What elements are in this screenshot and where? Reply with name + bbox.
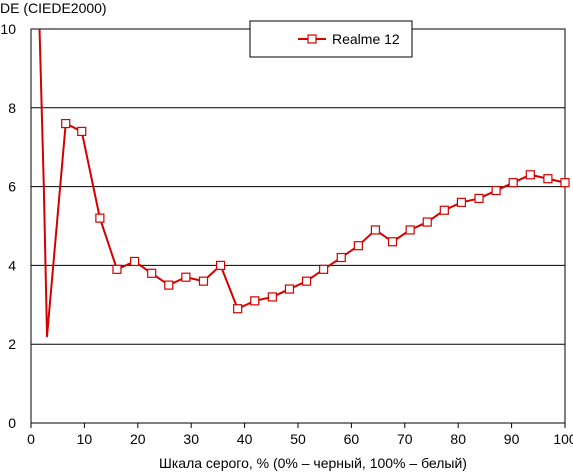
data-point-marker	[233, 304, 243, 314]
data-point-marker	[215, 260, 226, 270]
data-point-marker	[284, 284, 295, 294]
series-layer	[38, 28, 570, 338]
x-tick-label: 0	[27, 431, 35, 447]
y-axis-title: DE (CIEDE2000)	[0, 0, 107, 16]
data-point-marker	[77, 126, 87, 137]
data-point-marker	[198, 276, 209, 286]
series-line-0	[38, 28, 566, 338]
x-tick-label: 90	[504, 431, 520, 447]
x-tick-label: 80	[450, 431, 466, 447]
data-point-marker	[319, 264, 329, 274]
x-tick-label: 60	[344, 431, 360, 447]
data-point-marker	[250, 296, 260, 306]
data-point-marker	[181, 272, 191, 282]
y-tick-label: 8	[8, 100, 16, 116]
data-point-marker	[560, 178, 570, 188]
data-point-marker	[164, 280, 174, 290]
y-tick-label: 0	[8, 415, 16, 431]
legend-marker-swatch	[307, 34, 317, 44]
x-tick-label: 50	[290, 431, 306, 447]
plot-area	[30, 28, 566, 424]
y-axis-ticks: 0 2 4 6 8 10	[0, 21, 16, 431]
x-axis-ticks: 0 10 20 30 40 50 60 70 80 90 100	[27, 423, 573, 447]
data-point-marker	[456, 197, 467, 207]
y-tick-label: 10	[0, 21, 16, 37]
data-point-marker	[370, 225, 381, 235]
data-point-marker	[422, 217, 432, 227]
data-point-marker	[301, 276, 312, 286]
data-point-marker	[336, 252, 346, 263]
x-tick-label: 10	[77, 431, 93, 447]
data-point-marker	[491, 185, 501, 196]
data-point-marker	[61, 118, 71, 129]
data-point-marker	[147, 268, 157, 278]
x-axis-title: Шкала серого, % (0% – черный, 100% – бел…	[159, 455, 467, 471]
y-tick-label: 6	[8, 179, 16, 195]
data-point-marker	[353, 241, 363, 251]
data-point-marker	[543, 174, 553, 184]
x-tick-label: 20	[130, 431, 146, 447]
y-tick-label: 2	[8, 336, 16, 352]
data-point-marker	[474, 193, 484, 204]
data-point-marker	[129, 256, 140, 267]
data-point-marker	[95, 213, 105, 223]
data-point-marker	[525, 170, 535, 180]
legend-box	[249, 20, 413, 58]
y-tick-label: 4	[8, 257, 16, 273]
data-point-marker	[112, 264, 122, 274]
x-tick-label: 40	[237, 431, 253, 447]
x-tick-label: 30	[183, 431, 199, 447]
data-point-marker	[387, 237, 398, 247]
data-point-marker	[508, 178, 518, 188]
data-point-marker	[439, 205, 449, 215]
data-point-marker	[267, 292, 277, 302]
data-point-marker	[405, 225, 415, 235]
x-tick-label: 100	[553, 431, 573, 447]
legend-entry-realme-12: Realme 12	[332, 31, 400, 47]
grid-lines	[31, 107, 565, 345]
legend: Realme 12	[249, 20, 413, 58]
x-tick-label: 70	[397, 431, 413, 447]
